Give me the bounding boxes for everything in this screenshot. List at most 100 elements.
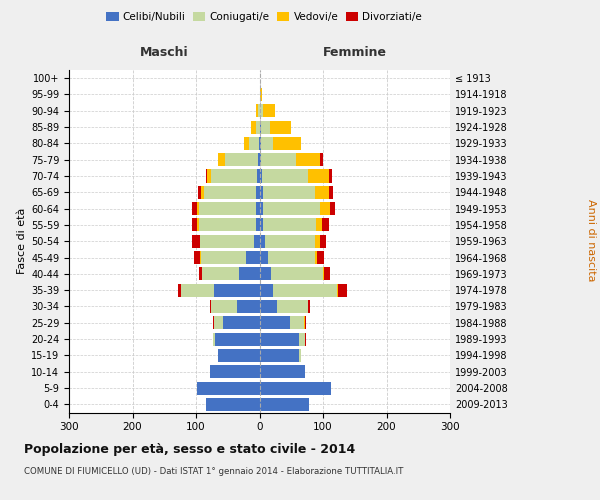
- Bar: [257, 153, 260, 166]
- Bar: [202, 268, 239, 280]
- Bar: [260, 137, 261, 150]
- Bar: [239, 268, 260, 280]
- Bar: [260, 186, 263, 199]
- Bar: [315, 251, 317, 264]
- Text: COMUNE DI FIUMICELLO (UD) - Dati ISTAT 1° gennaio 2014 - Elaborazione TUTTITALIA: COMUNE DI FIUMICELLO (UD) - Dati ISTAT 1…: [24, 468, 403, 476]
- Bar: [223, 316, 260, 330]
- Bar: [261, 120, 269, 134]
- Bar: [320, 202, 330, 215]
- Bar: [254, 234, 260, 248]
- Bar: [316, 218, 322, 232]
- Bar: [256, 202, 260, 215]
- Bar: [265, 234, 316, 248]
- Bar: [260, 268, 271, 280]
- Bar: [260, 300, 277, 313]
- Bar: [214, 316, 223, 330]
- Bar: [308, 300, 310, 313]
- Bar: [256, 218, 260, 232]
- Bar: [263, 218, 316, 232]
- Bar: [206, 398, 260, 411]
- Bar: [199, 268, 202, 280]
- Bar: [274, 284, 337, 296]
- Bar: [305, 332, 307, 345]
- Text: Femmine: Femmine: [323, 46, 387, 59]
- Bar: [330, 202, 335, 215]
- Bar: [317, 251, 323, 264]
- Bar: [338, 284, 347, 296]
- Bar: [260, 104, 263, 118]
- Text: Popolazione per età, sesso e stato civile - 2014: Popolazione per età, sesso e stato civil…: [24, 442, 355, 456]
- Bar: [211, 300, 236, 313]
- Legend: Celibi/Nubili, Coniugati/e, Vedovi/e, Divorziati/e: Celibi/Nubili, Coniugati/e, Vedovi/e, Di…: [102, 8, 426, 26]
- Bar: [194, 251, 200, 264]
- Bar: [206, 170, 207, 182]
- Bar: [274, 137, 301, 150]
- Bar: [261, 137, 274, 150]
- Bar: [316, 234, 320, 248]
- Bar: [259, 137, 260, 150]
- Bar: [256, 186, 260, 199]
- Bar: [260, 349, 299, 362]
- Bar: [308, 170, 329, 182]
- Bar: [199, 218, 256, 232]
- Text: Maschi: Maschi: [140, 46, 188, 59]
- Bar: [260, 284, 274, 296]
- Bar: [207, 170, 211, 182]
- Bar: [263, 186, 315, 199]
- Bar: [320, 234, 326, 248]
- Bar: [260, 120, 261, 134]
- Bar: [329, 170, 332, 182]
- Bar: [210, 300, 211, 313]
- Bar: [245, 251, 260, 264]
- Bar: [213, 316, 214, 330]
- Bar: [197, 218, 199, 232]
- Bar: [197, 202, 199, 215]
- Bar: [260, 398, 309, 411]
- Bar: [224, 153, 257, 166]
- Bar: [260, 153, 262, 166]
- Bar: [263, 104, 275, 118]
- Bar: [192, 234, 200, 248]
- Bar: [257, 170, 260, 182]
- Bar: [296, 153, 320, 166]
- Bar: [256, 120, 260, 134]
- Bar: [214, 284, 260, 296]
- Bar: [277, 300, 308, 313]
- Bar: [329, 186, 332, 199]
- Bar: [218, 153, 224, 166]
- Bar: [215, 332, 260, 345]
- Text: Anni di nascita: Anni di nascita: [586, 198, 596, 281]
- Bar: [337, 284, 338, 296]
- Bar: [323, 268, 324, 280]
- Bar: [197, 382, 260, 394]
- Bar: [201, 251, 245, 264]
- Bar: [262, 170, 308, 182]
- Bar: [249, 137, 259, 150]
- Bar: [210, 365, 260, 378]
- Bar: [260, 365, 305, 378]
- Bar: [260, 251, 268, 264]
- Bar: [305, 316, 307, 330]
- Bar: [260, 218, 263, 232]
- Bar: [201, 186, 204, 199]
- Bar: [322, 218, 329, 232]
- Bar: [299, 332, 305, 345]
- Bar: [244, 137, 249, 150]
- Bar: [304, 316, 305, 330]
- Bar: [258, 104, 260, 118]
- Bar: [200, 251, 201, 264]
- Bar: [211, 170, 257, 182]
- Bar: [199, 202, 256, 215]
- Bar: [236, 300, 260, 313]
- Bar: [260, 332, 299, 345]
- Bar: [268, 251, 315, 264]
- Bar: [263, 202, 320, 215]
- Y-axis label: Fasce di età: Fasce di età: [17, 208, 27, 274]
- Bar: [260, 382, 331, 394]
- Bar: [260, 170, 262, 182]
- Bar: [198, 186, 201, 199]
- Bar: [260, 316, 290, 330]
- Bar: [315, 186, 329, 199]
- Bar: [204, 186, 256, 199]
- Bar: [271, 268, 323, 280]
